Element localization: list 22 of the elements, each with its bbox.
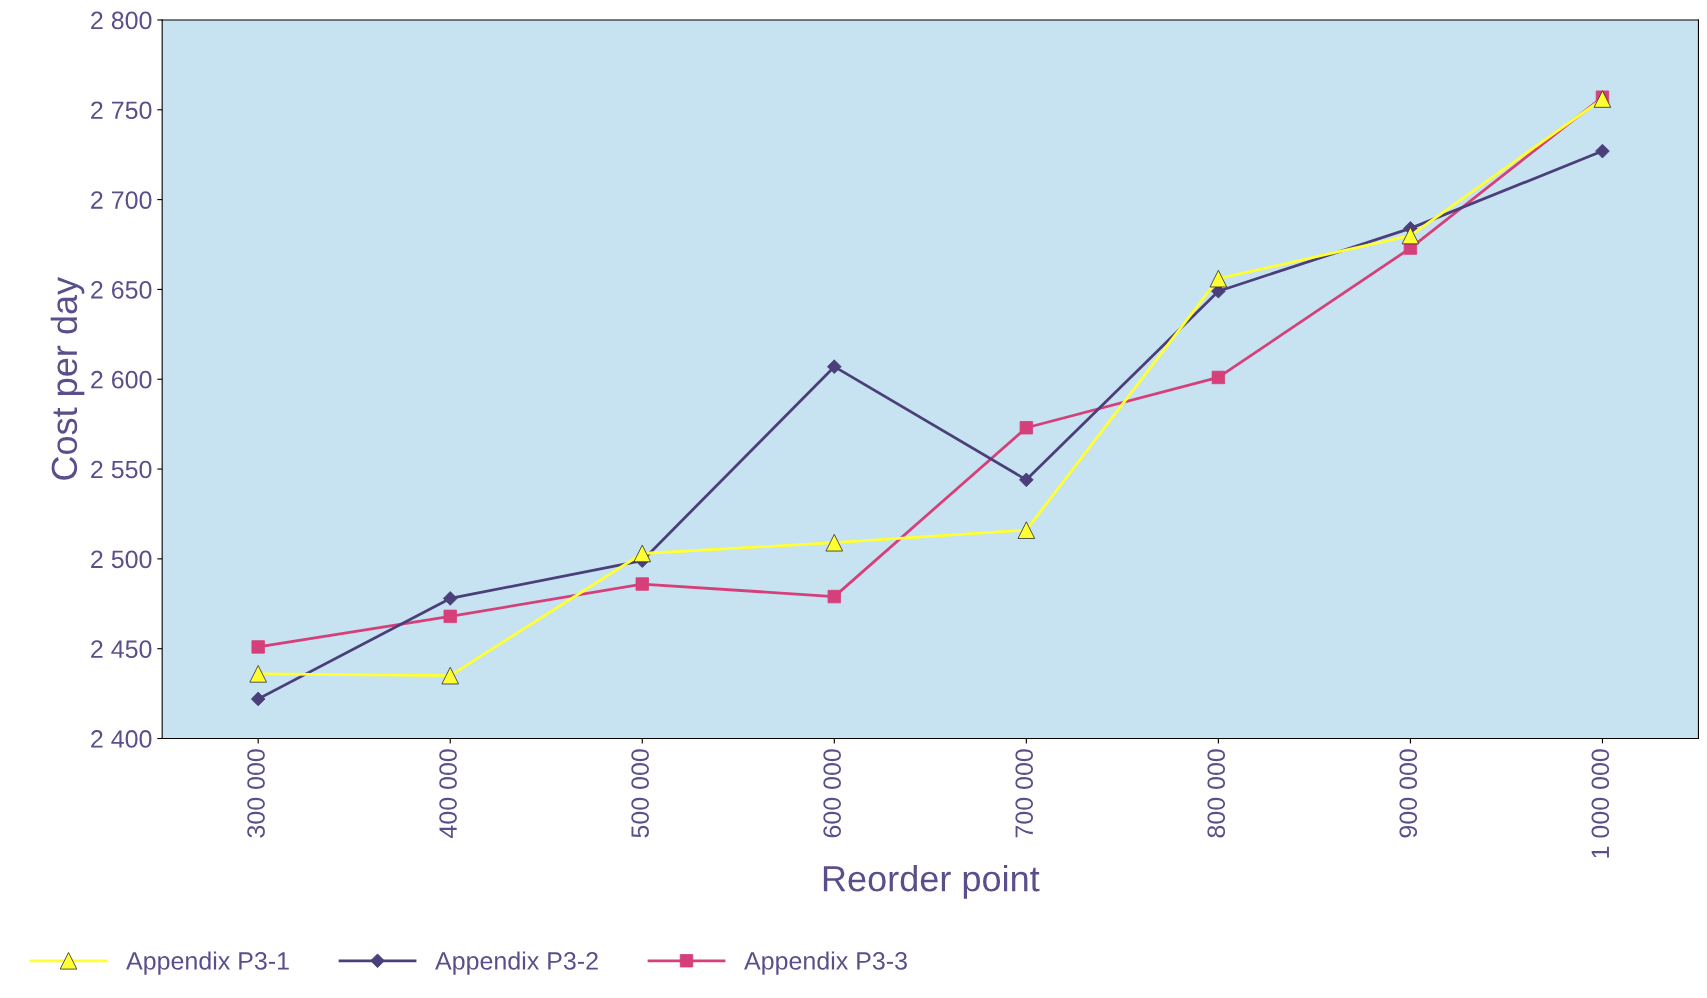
y-tick-label: 2 550 bbox=[91, 460, 152, 479]
y-tick-label: 2 450 bbox=[91, 640, 152, 658]
legend-label: Appendix P3-1 bbox=[126, 951, 289, 975]
y-axis-title: Cost per day bbox=[50, 276, 85, 480]
y-tick-label: 2 800 bbox=[91, 11, 152, 30]
x-tick-label: 1 000 000 bbox=[1591, 749, 1610, 858]
x-tick-label: 400 000 bbox=[439, 749, 457, 839]
x-tick-label: 600 000 bbox=[823, 749, 842, 838]
legend-label: Appendix P3-2 bbox=[435, 951, 598, 975]
legend-label: Appendix P3-3 bbox=[744, 951, 907, 975]
x-tick-label: 900 000 bbox=[1399, 749, 1418, 838]
x-tick-label: 500 000 bbox=[631, 749, 649, 838]
x-tick-label: 700 000 bbox=[1015, 749, 1034, 838]
y-tick-label: 2 750 bbox=[91, 101, 152, 120]
y-tick-label: 2 650 bbox=[91, 281, 152, 299]
x-axis-title: Reorder point bbox=[823, 865, 1040, 899]
y-tick-label: 2 600 bbox=[91, 370, 152, 389]
y-tick-label: 2 400 bbox=[91, 730, 152, 748]
y-tick-label: 2 500 bbox=[91, 550, 152, 569]
x-tick-label: 300 000 bbox=[247, 749, 265, 838]
y-tick-label: 2 700 bbox=[91, 191, 152, 209]
x-tick-label: 800 000 bbox=[1207, 749, 1226, 838]
